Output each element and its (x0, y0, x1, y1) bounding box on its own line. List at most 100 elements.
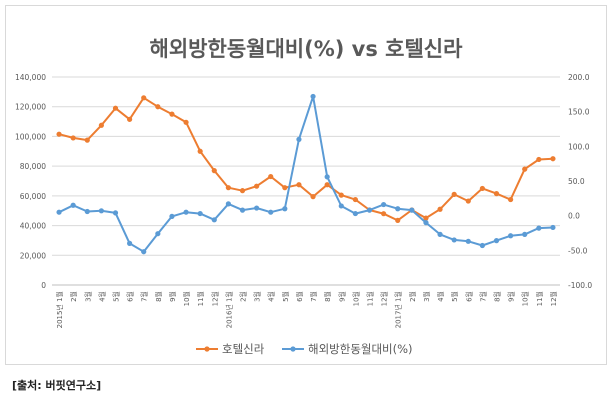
series-1-point (465, 198, 471, 204)
series-2-point (508, 233, 514, 239)
series-2-point (437, 231, 443, 237)
left-axis-tick-label: 60,000 (20, 192, 46, 201)
series-1-point (141, 95, 147, 101)
series-2-point (141, 249, 147, 255)
right-axis-tick-label: 0.0 (568, 212, 580, 221)
series-2-point (451, 237, 457, 243)
series-1-point (127, 116, 133, 122)
series-2-point (225, 201, 231, 207)
x-tick-label: 10월 (351, 291, 360, 306)
series-2-point (268, 209, 274, 215)
right-axis-tick-label: -100.0 (568, 281, 592, 290)
left-axis-tick-label: 40,000 (20, 222, 46, 231)
series-2-point (550, 224, 556, 231)
x-tick-label: 8월 (493, 291, 502, 302)
right-axis-tick-label: 50.0 (568, 177, 585, 186)
x-tick-label: 4월 (267, 291, 276, 302)
left-axis-tick-label: 80,000 (20, 162, 46, 171)
x-tick-label: 9월 (337, 291, 346, 302)
series-2-point (70, 202, 76, 208)
series-1-point (536, 156, 542, 163)
series-2-point (522, 231, 528, 237)
x-tick-label: 8월 (154, 291, 163, 302)
x-tick-label: 5월 (450, 291, 459, 302)
x-tick-label: 2017년 1월 (394, 291, 403, 328)
series-2-point (409, 207, 415, 213)
series-1-point (183, 119, 189, 125)
series-2-point (282, 206, 288, 212)
series-1-point (451, 191, 457, 197)
x-tick-label: 7월 (140, 291, 149, 302)
chart-frame: 해외방한동월대비(%) vs 호텔신라 0 20,000 40,000 60,000 80… (5, 5, 607, 365)
series-1-point (310, 194, 316, 200)
series-1-point (338, 192, 344, 198)
series-1-point (239, 188, 246, 194)
x-tick-label: 3월 (253, 291, 262, 302)
series-1-point (268, 173, 274, 180)
series-2-point (98, 208, 104, 214)
series-1-point (479, 185, 485, 192)
legend-label: 호텔신라 (222, 342, 265, 356)
right-axis-tick-label: 150.0 (568, 108, 590, 117)
series-2-point (296, 136, 302, 142)
series-2-point (127, 240, 133, 246)
series-2-point (310, 93, 316, 100)
x-tick-label: 4월 (436, 291, 445, 302)
legend-swatch-marker (290, 346, 296, 352)
left-axis-tick-label: 0 (41, 281, 46, 290)
series-1-point (56, 131, 62, 137)
series-2-point (155, 231, 161, 237)
x-tick-label: 11월 (196, 291, 205, 306)
x-tick-label: 11월 (535, 291, 544, 306)
series-1-point (211, 168, 217, 174)
series-2-point (112, 210, 119, 216)
x-tick-label: 7월 (309, 291, 318, 302)
x-tick-label: 2015년 1월 (55, 291, 64, 328)
series-2-point (254, 205, 260, 211)
x-tick-label: 10월 (182, 291, 191, 306)
series-1-point (381, 211, 387, 217)
right-axis-tick-label: -50.0 (568, 246, 588, 255)
series-1-point (70, 135, 76, 141)
series-2-point (56, 209, 62, 215)
x-tick-label: 3월 (422, 291, 431, 302)
series-2-point (169, 213, 175, 219)
x-tick-label: 10월 (521, 291, 530, 306)
series-1-point (522, 166, 528, 172)
series-2-point (338, 203, 344, 209)
series-1-point (112, 105, 119, 111)
series-2-point (84, 208, 90, 215)
x-tick-label: 12월 (549, 291, 558, 306)
series-2-point (366, 207, 373, 213)
series-line-2 (58, 95, 553, 253)
x-tick-label: 7월 (478, 291, 487, 302)
line-chart: 해외방한동월대비(%) vs 호텔신라 0 20,000 40,000 60,000 80… (15, 37, 592, 356)
series-1-point (84, 137, 90, 143)
series-line-1 (58, 96, 553, 222)
series-1-point (98, 122, 104, 128)
x-tick-label: 12월 (210, 291, 219, 306)
x-tick-label: 8월 (323, 291, 332, 302)
x-tick-label: 9월 (168, 291, 177, 302)
series-2-point (536, 225, 542, 231)
series-1-point (155, 104, 161, 110)
series-1-point (282, 185, 288, 191)
series-2-point (239, 207, 246, 213)
series-1-point (169, 111, 175, 117)
series-1-point (437, 206, 443, 212)
x-tick-label: 9월 (507, 291, 516, 302)
series-2-point (197, 210, 203, 217)
series-2-point (493, 238, 500, 244)
x-tick-label: 3월 (83, 291, 92, 302)
series-1-point (197, 148, 203, 154)
x-tick-label: 2월 (239, 291, 248, 302)
series-2-point (211, 217, 217, 223)
x-tick-label: 6월 (126, 291, 135, 302)
right-axis-tick-label: 100.0 (568, 142, 590, 151)
series-1-point (508, 196, 514, 203)
x-tick-label: 2016년 1월 (224, 291, 233, 328)
series-2-point (324, 174, 330, 180)
x-tick-label: 2월 (69, 291, 78, 302)
series-2-point (423, 220, 429, 226)
series-1-point (352, 196, 358, 203)
